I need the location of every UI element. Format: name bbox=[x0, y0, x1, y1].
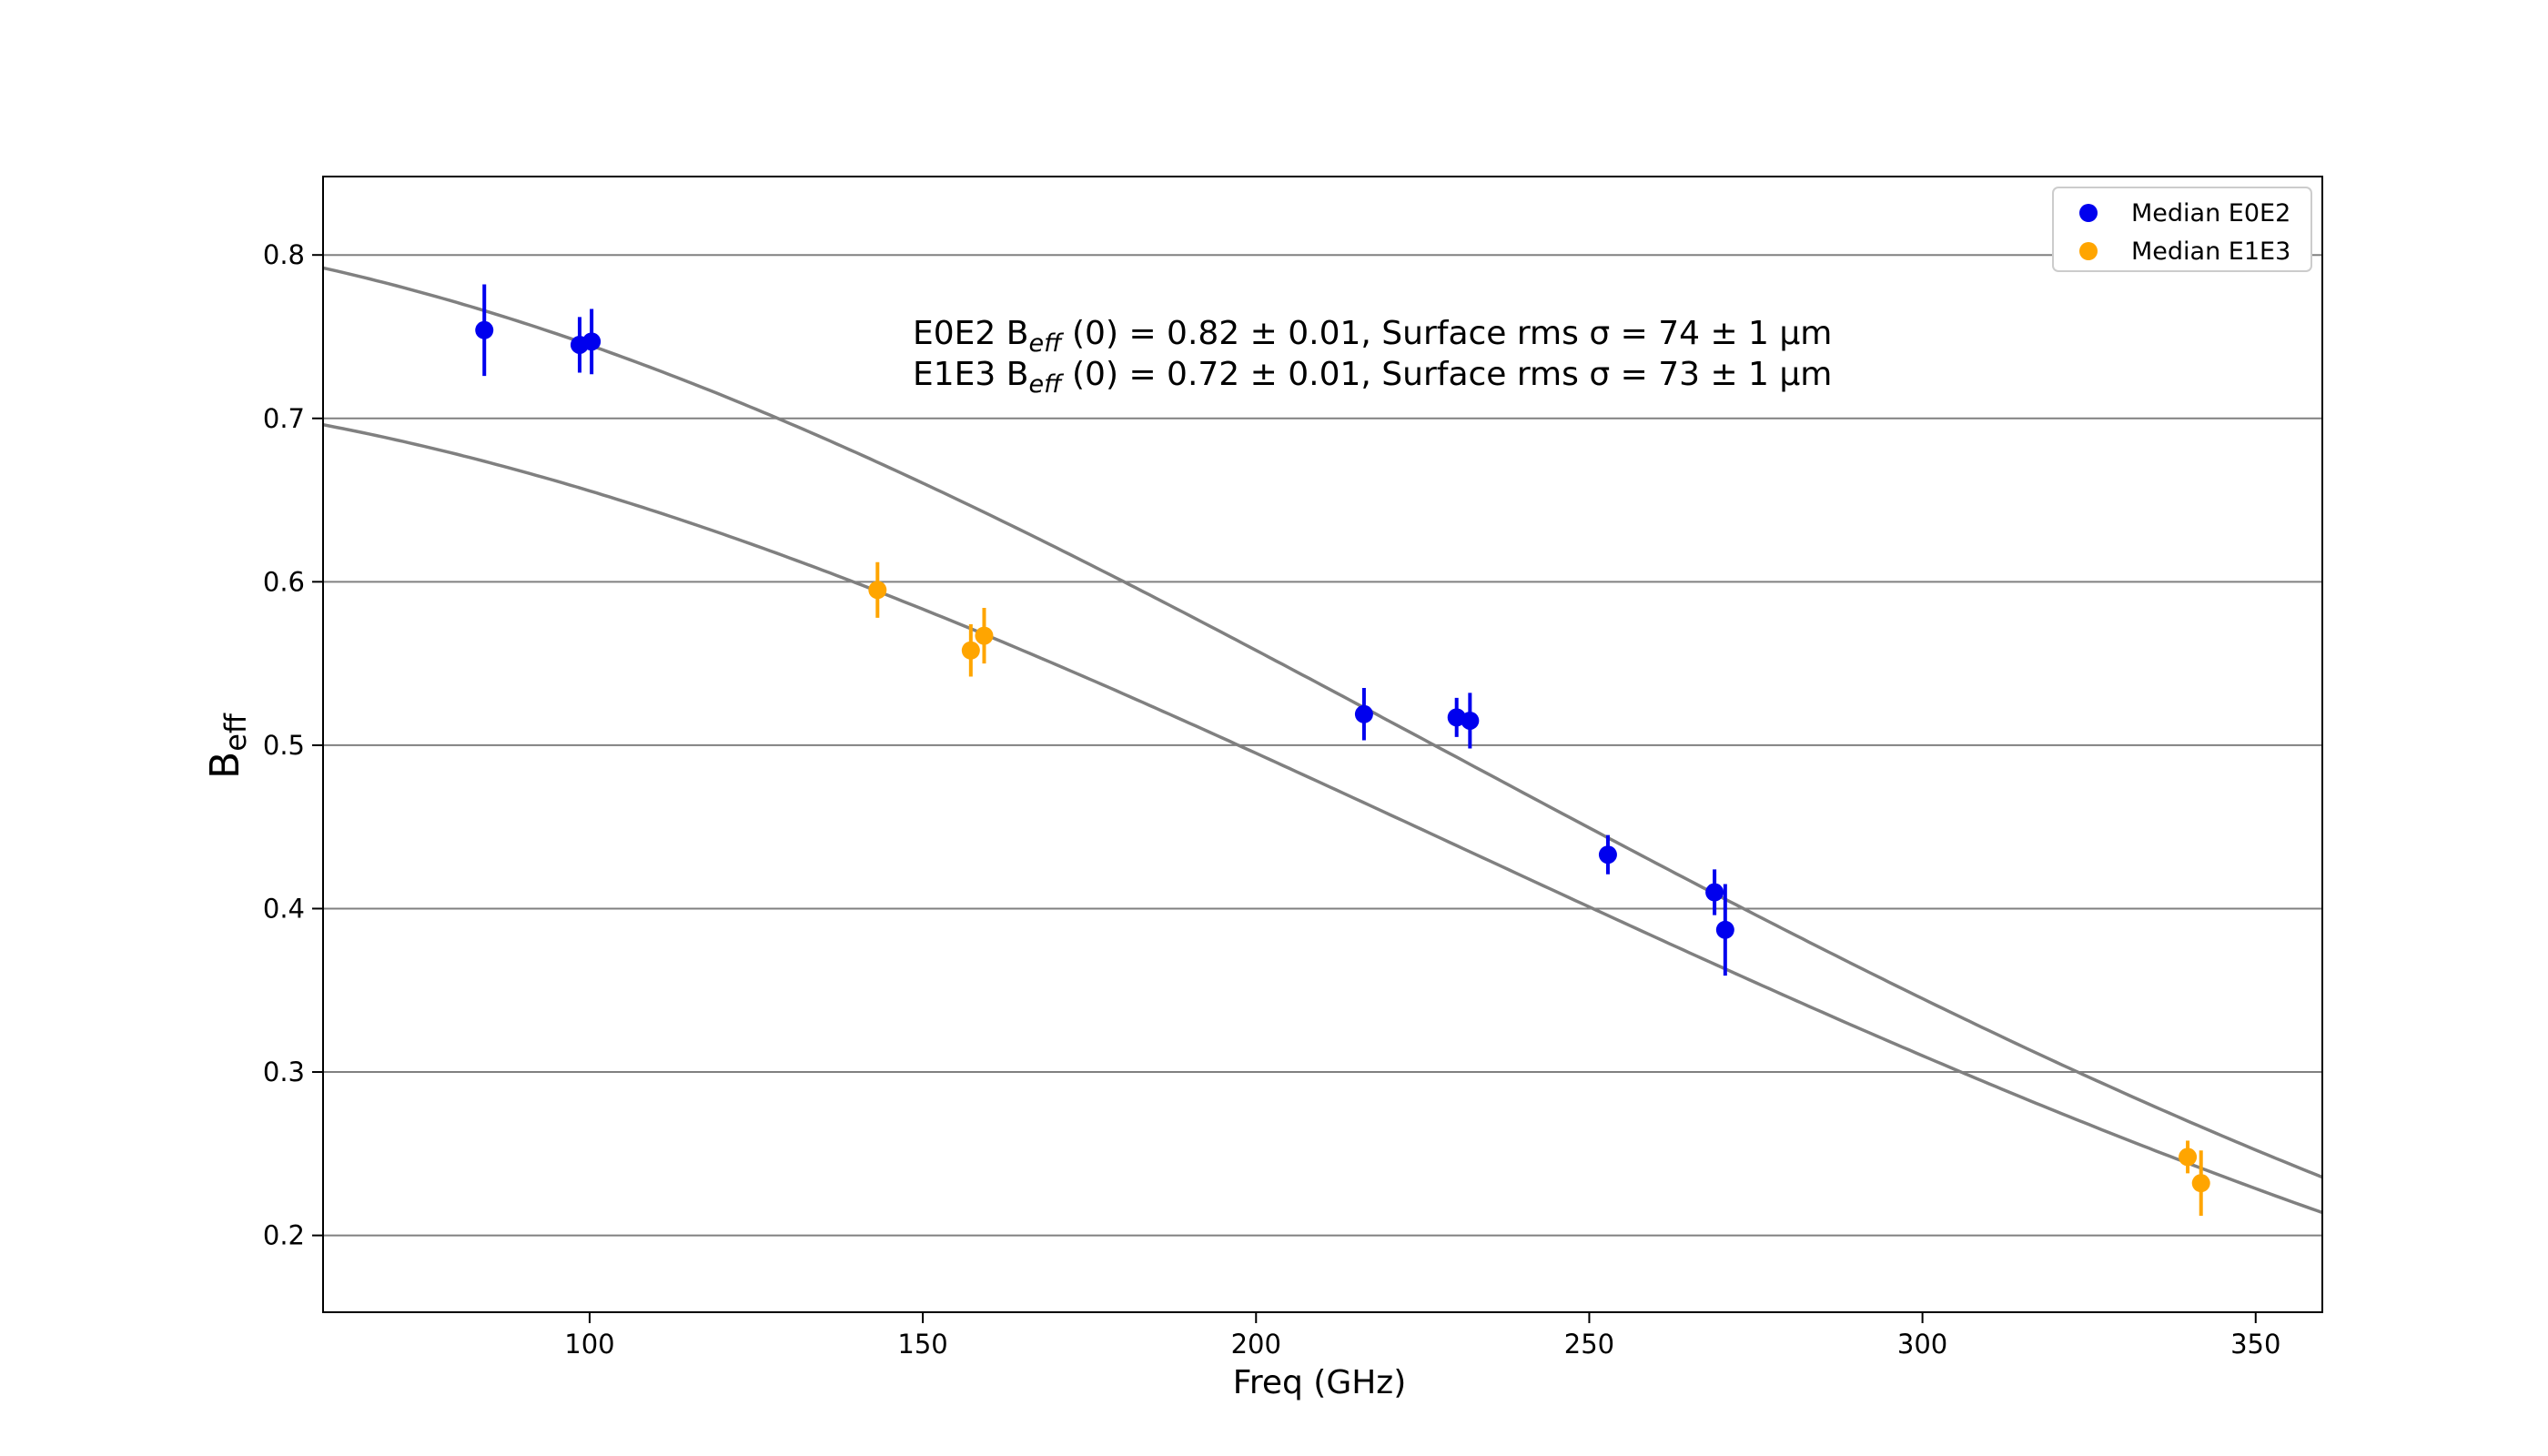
data-point bbox=[961, 641, 980, 660]
x-tick-label: 250 bbox=[1564, 1329, 1614, 1360]
x-tick-label: 300 bbox=[1897, 1329, 1947, 1360]
legend-box bbox=[2052, 187, 2312, 272]
data-point bbox=[1354, 704, 1373, 723]
x-axis-title: Freq (GHz) bbox=[1233, 1364, 1407, 1401]
grid-lines bbox=[323, 254, 2322, 1237]
legend-marker-e1e3 bbox=[2079, 242, 2098, 260]
fit-annotations: E0E2 Beff (0) = 0.82 ± 0.01, Surface rms… bbox=[913, 315, 1832, 399]
legend-label-e0e2: Median E0E2 bbox=[2131, 199, 2290, 228]
fit-annotation-e1e3: E1E3 Beff (0) = 0.72 ± 0.01, Surface rms… bbox=[913, 356, 1832, 399]
y-axis-title: Beff bbox=[202, 713, 253, 779]
legend-label-e1e3: Median E1E3 bbox=[2131, 238, 2290, 266]
data-point bbox=[1598, 845, 1617, 864]
x-tick-label: 200 bbox=[1231, 1329, 1281, 1360]
x-tick-label: 350 bbox=[2230, 1329, 2280, 1360]
data-point bbox=[1715, 920, 1734, 939]
x-axis-ticks: 100 150 200 250 300 350 bbox=[564, 1312, 2280, 1360]
series-median-e1e3 bbox=[868, 561, 2210, 1217]
data-point bbox=[475, 320, 494, 339]
fit-curve-e0e2 bbox=[322, 266, 2323, 1179]
x-tick-label: 100 bbox=[564, 1329, 614, 1360]
data-point bbox=[2179, 1148, 2198, 1167]
y-tick-label: 0.5 bbox=[263, 730, 305, 761]
legend-marker-e0e2 bbox=[2079, 204, 2098, 222]
fit-curve-e1e3 bbox=[322, 422, 2323, 1215]
data-points bbox=[475, 284, 2210, 1217]
fit-annotation-e0e2: E0E2 Beff (0) = 0.82 ± 0.01, Surface rms… bbox=[913, 315, 1832, 358]
legend: Median E0E2 Median E1E3 bbox=[2052, 187, 2312, 272]
data-point bbox=[1461, 711, 1480, 730]
data-point bbox=[582, 332, 602, 351]
y-tick-label: 0.2 bbox=[263, 1220, 305, 1251]
y-tick-label: 0.7 bbox=[263, 403, 305, 434]
y-tick-label: 0.8 bbox=[263, 239, 305, 270]
data-point bbox=[2191, 1174, 2210, 1193]
series-median-e0e2 bbox=[475, 284, 1734, 976]
data-point bbox=[868, 581, 887, 600]
y-axis-ticks: 0.2 0.3 0.4 0.5 0.6 0.7 0.8 bbox=[263, 239, 323, 1251]
y-tick-label: 0.4 bbox=[263, 893, 305, 924]
data-point bbox=[975, 626, 994, 645]
y-tick-label: 0.3 bbox=[263, 1057, 305, 1087]
data-point bbox=[1705, 883, 1724, 902]
fit-curves bbox=[322, 266, 2323, 1215]
x-tick-label: 150 bbox=[897, 1329, 947, 1360]
y-tick-label: 0.6 bbox=[263, 566, 305, 597]
